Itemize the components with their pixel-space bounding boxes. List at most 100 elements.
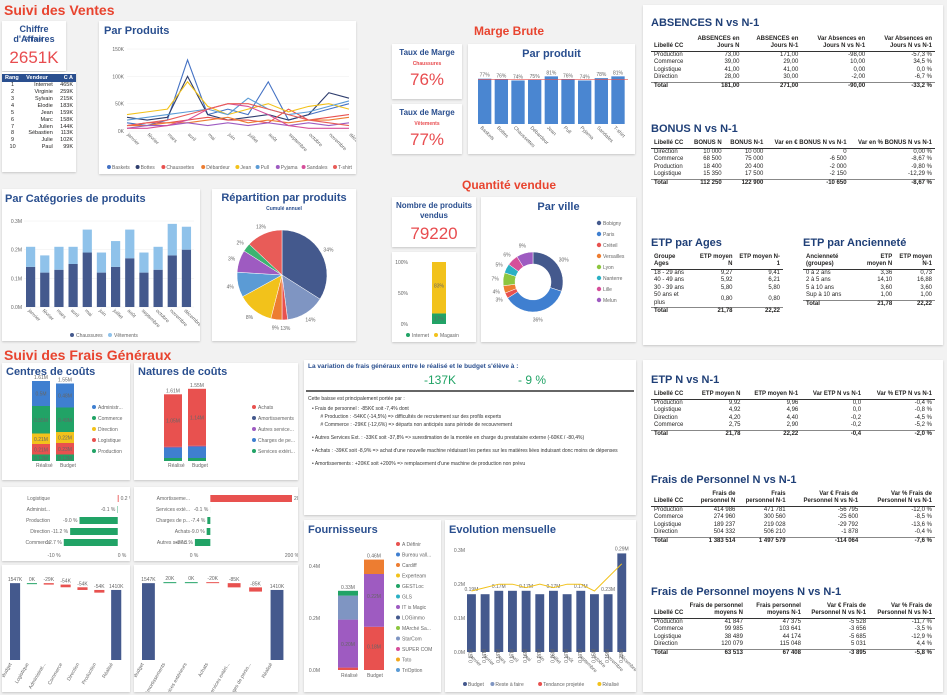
- total-label: 0.33M: [341, 585, 355, 591]
- bar-magasin: [432, 262, 446, 314]
- table-cell: -2,00: [851, 74, 866, 81]
- table-header[interactable]: Var % Frais de Personnel N vs N-1: [861, 490, 935, 507]
- table-header[interactable]: ETP moyen N: [691, 390, 744, 400]
- col-vendeur[interactable]: Vendeur: [26, 75, 48, 81]
- centres-chart: 0.13M0.21M0.21M0.55M0.5M1.61MRéalisé0.13…: [32, 375, 123, 469]
- wf-label: -54K: [60, 579, 71, 585]
- table-header[interactable]: Libellé CC: [651, 35, 687, 52]
- stack-segment: [56, 407, 74, 432]
- stack-label: 0.22M: [58, 436, 72, 442]
- table-header[interactable]: Var Absences en Jours N vs N-1: [868, 35, 935, 52]
- table-cell: -2 150: [829, 171, 847, 178]
- bar-category: Services exté...: [156, 507, 190, 513]
- table-cell: -25 600: [837, 514, 859, 521]
- legend-label: Melun: [603, 298, 617, 304]
- legend-dot: [596, 253, 602, 259]
- table-header[interactable]: Var ETP N vs N-1: [801, 390, 865, 400]
- vendeur-row[interactable]: 8 Sébastien 113K: [2, 130, 76, 137]
- table-header[interactable]: Var en € BONUS N vs N-1: [766, 139, 850, 149]
- table-cell: Production: [654, 618, 683, 625]
- table-header[interactable]: BONUS N: [688, 139, 725, 149]
- legend-label: Direction: [98, 427, 118, 433]
- table-header[interactable]: Var en % BONUS N vs N-1: [849, 139, 935, 149]
- bar-vetements: [167, 223, 177, 256]
- table-header[interactable]: ABSENCES en Jours N: [686, 35, 743, 52]
- table-header[interactable]: ETP moyen N-1: [743, 390, 802, 400]
- table-cell: -90,00: [801, 81, 869, 91]
- table-header[interactable]: Groupe Ages: [651, 253, 693, 270]
- vendeur-row[interactable]: 5 Jean 159K: [2, 110, 76, 117]
- table-cell: 30 - 39 ans: [654, 284, 685, 291]
- table-header[interactable]: Var % Frais de Personnel N vs N-1: [869, 602, 935, 619]
- table-header[interactable]: Frais de personnel N: [686, 490, 739, 507]
- wf-bar: [94, 589, 105, 593]
- table-header[interactable]: Libellé CC: [651, 390, 692, 400]
- vendeur-row[interactable]: 3 Sylvain 215K: [2, 96, 76, 103]
- table-header[interactable]: Var € Frais de Personnel N vs N-1: [803, 602, 870, 619]
- table-header[interactable]: BONUS N-1: [724, 139, 767, 149]
- table-cell: 2 à 5 ans: [806, 277, 831, 284]
- table-cell: 67 408: [745, 648, 804, 658]
- legend-dot: [396, 584, 400, 588]
- bar-chaussures: [125, 258, 135, 307]
- marge-vetements-sub: Vêtements: [414, 121, 440, 127]
- table-header[interactable]: Frais de personnel moyens N: [686, 602, 746, 619]
- table-cell: Commerce: [654, 626, 684, 633]
- table-header[interactable]: Libellé CC: [651, 490, 687, 507]
- x-tick-label: Production: [81, 662, 98, 686]
- stack-segment: [56, 454, 74, 461]
- table-header[interactable]: ABSENCES en Jours N-1: [742, 35, 802, 52]
- table-header[interactable]: Var Absences en Jours N vs N-1: [801, 35, 869, 52]
- table-header[interactable]: ETP moyen N-1: [735, 253, 783, 270]
- vendeur-row[interactable]: 10 Paul 99K: [2, 144, 76, 151]
- table-header[interactable]: Var € Frais de Personnel N vs N-1: [788, 490, 862, 507]
- table-cell: 471 781: [763, 506, 786, 513]
- natures-chart: 1.05M 1.61M Réalisé 1.14M 1.55M Budget Achats A…: [164, 383, 295, 469]
- var-bar: [194, 539, 211, 546]
- table-header[interactable]: ETP moyen N-1: [895, 253, 935, 270]
- vendeur-row[interactable]: 1 Internet 465K: [2, 82, 76, 89]
- vendeur-cell: 10: [9, 144, 16, 151]
- table-cell: 38 489: [724, 633, 743, 640]
- vendeur-row[interactable]: 6 Marc 158K: [2, 117, 76, 124]
- table-header[interactable]: ETP moyen N: [858, 253, 896, 270]
- table-header[interactable]: ETP moyen N: [692, 253, 736, 270]
- evo-bar: [480, 594, 490, 652]
- table-header[interactable]: Libellé CC: [651, 139, 689, 149]
- legend-dot: [301, 165, 306, 169]
- etp-anc-table: Ancienneté (groupes) ETP moyen N ETP moyen…: [803, 253, 935, 309]
- table-header[interactable]: Var % ETP N vs N-1: [864, 390, 935, 400]
- table-header[interactable]: Frais personnel N-1: [738, 490, 789, 507]
- table-total-row: Total 21,78 22,22: [803, 299, 935, 309]
- table-cell: 0,0: [852, 399, 862, 406]
- table-cell: 22,22: [895, 299, 935, 309]
- frais-moy-title: Frais de Personnel moyens N vs N-1: [651, 586, 842, 598]
- ca-title: Chiffre d'Affaires: [13, 24, 55, 44]
- legend-dot: [161, 165, 166, 169]
- legend-dot: [596, 286, 602, 292]
- vendeur-row[interactable]: 7 Julien 144K: [2, 124, 76, 131]
- legend-dot: [596, 220, 602, 226]
- y-tick-label: 0.3M: [11, 219, 22, 225]
- table-cell: 1 383 514: [686, 536, 739, 546]
- legend-dot: [252, 416, 256, 420]
- legend-label: Magasin: [440, 333, 459, 339]
- vendeur-row[interactable]: 9 Julie 102K: [2, 137, 76, 144]
- marge-bar-label: 77%: [480, 73, 491, 79]
- table-cell: -10 650: [766, 178, 850, 188]
- col-ca[interactable]: C A: [63, 75, 73, 81]
- table-cell: 18 - 29 ans: [654, 269, 685, 276]
- col-rang[interactable]: Rang: [5, 75, 19, 81]
- legend-dot: [92, 449, 96, 453]
- bar-category: Commerce: [26, 540, 51, 546]
- legend-label: Baskets: [112, 165, 130, 171]
- x-tick-label: Réalisé: [341, 673, 358, 679]
- vendeur-cell: 3: [11, 96, 15, 103]
- table-header[interactable]: Ancienneté (groupes): [803, 253, 859, 270]
- table-header[interactable]: Libellé CC: [651, 602, 687, 619]
- table-header[interactable]: Frais personnel moyens N-1: [745, 602, 804, 619]
- vendeur-row[interactable]: 4 Elodie 183K: [2, 103, 76, 110]
- stack-segment: [188, 447, 206, 458]
- vendeur-row[interactable]: 2 Virginie 259K: [2, 89, 76, 96]
